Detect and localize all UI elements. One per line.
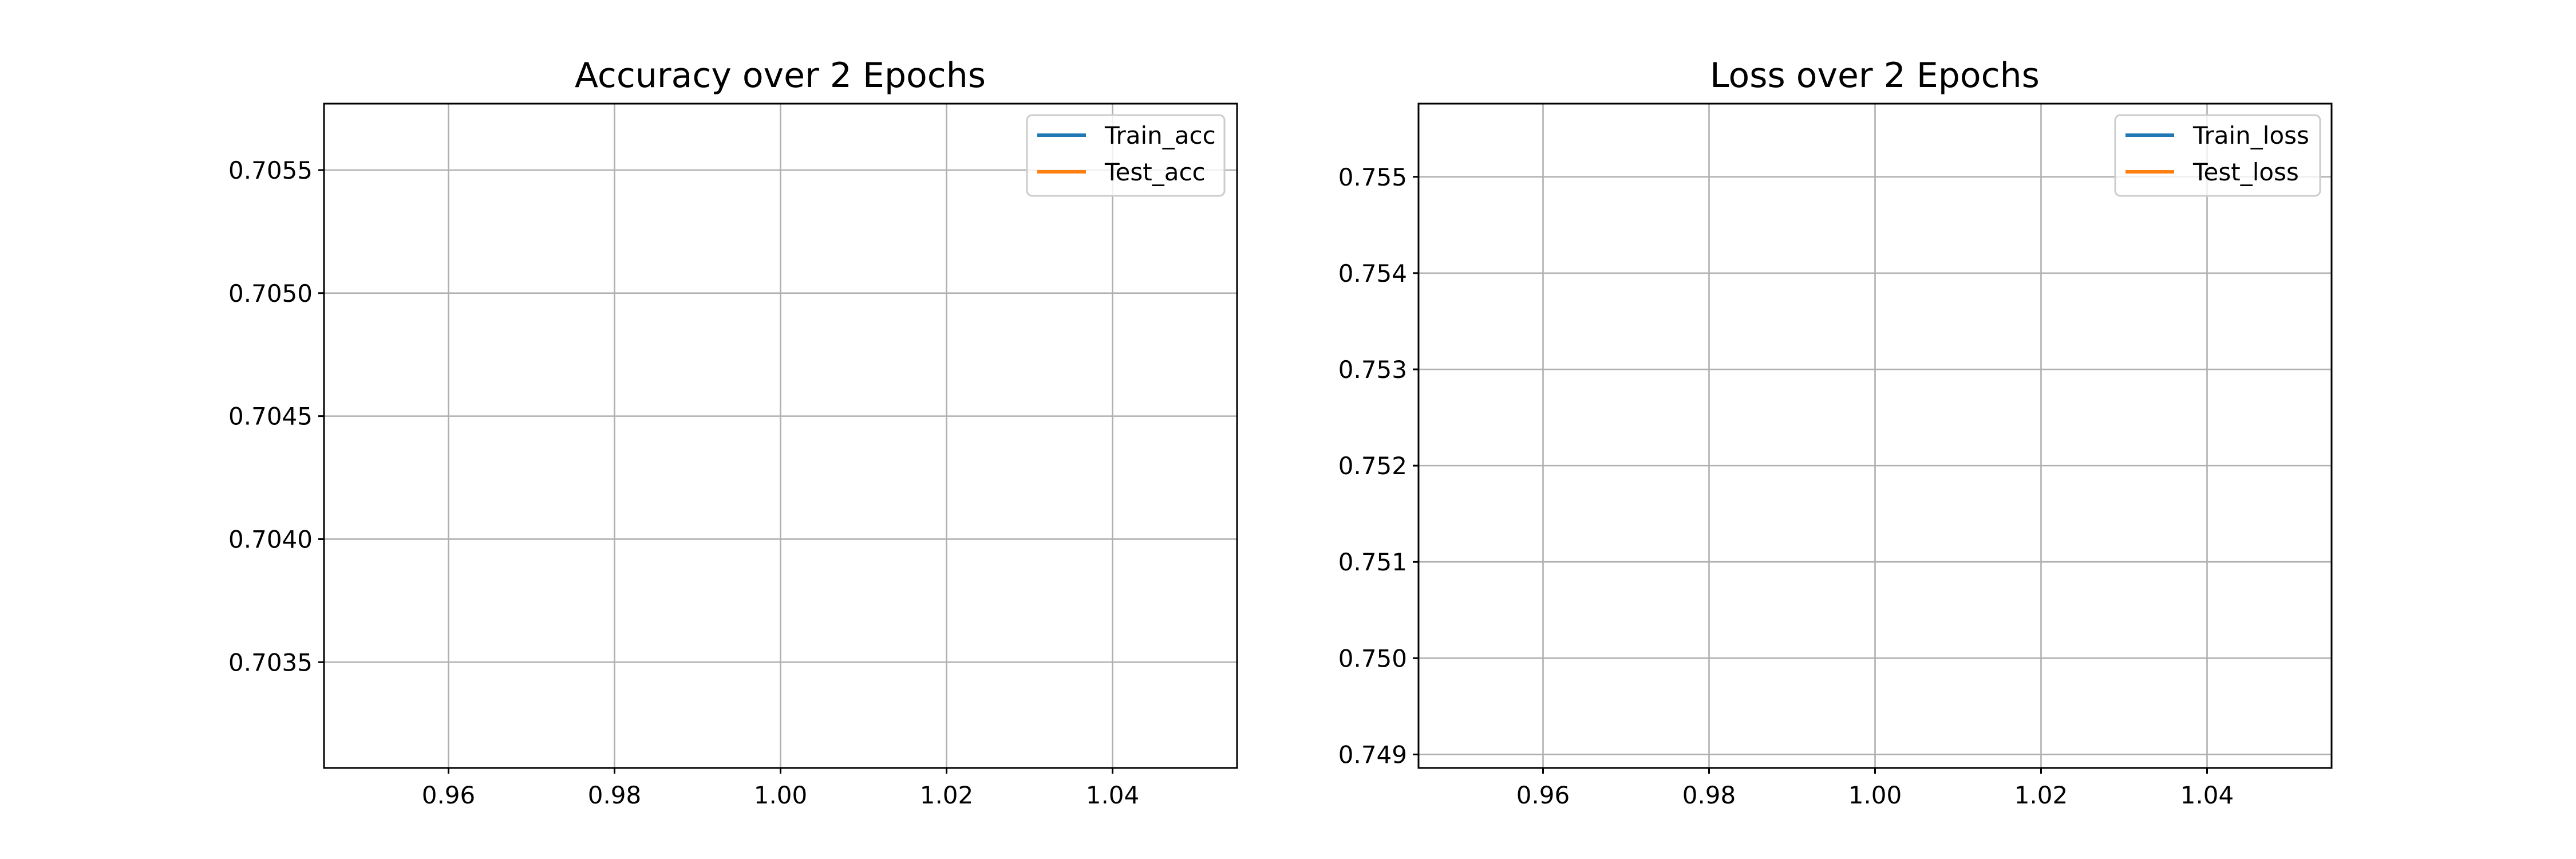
legend-label-train-acc: Train_acc bbox=[1104, 121, 1216, 149]
accuracy-y-tick-label: 0.7040 bbox=[228, 525, 313, 553]
loss-y-ticks: 0.749 0.750 0.751 0.752 0.753 0.754 0.755 bbox=[1338, 163, 1419, 769]
loss-y-tick-label: 0.749 bbox=[1338, 740, 1407, 769]
loss-y-tick-label: 0.753 bbox=[1338, 356, 1407, 384]
loss-y-tick-label: 0.754 bbox=[1338, 259, 1407, 287]
loss-chart-title: Loss over 2 Epochs bbox=[1710, 56, 2040, 96]
loss-y-tick-label: 0.751 bbox=[1338, 548, 1407, 576]
legend-label-test-acc: Test_acc bbox=[1104, 158, 1206, 186]
accuracy-x-tick-label: 0.98 bbox=[588, 781, 642, 809]
loss-x-tick-label: 1.02 bbox=[2014, 781, 2068, 809]
accuracy-gridlines bbox=[324, 104, 1237, 768]
loss-x-tick-label: 1.04 bbox=[2180, 781, 2234, 809]
loss-x-tick-label: 0.96 bbox=[1516, 781, 1570, 809]
accuracy-y-tick-label: 0.7035 bbox=[228, 648, 313, 676]
loss-x-ticks: 0.96 0.98 1.00 1.02 1.04 bbox=[1516, 768, 2234, 809]
accuracy-x-tick-label: 1.02 bbox=[920, 781, 974, 809]
loss-legend: Train_loss Test_loss bbox=[2114, 114, 2321, 197]
loss-y-tick-label: 0.755 bbox=[1338, 163, 1407, 191]
loss-y-tick-label: 0.750 bbox=[1338, 644, 1407, 672]
accuracy-x-tick-label: 1.04 bbox=[1086, 781, 1140, 809]
accuracy-legend: Train_acc Test_acc bbox=[1026, 114, 1226, 197]
accuracy-y-tick-label: 0.7055 bbox=[228, 156, 313, 184]
accuracy-chart-title: Accuracy over 2 Epochs bbox=[575, 56, 986, 96]
accuracy-y-tick-label: 0.7045 bbox=[228, 403, 313, 431]
accuracy-y-ticks: 0.7035 0.7040 0.7045 0.7050 0.7055 bbox=[228, 156, 324, 676]
accuracy-chart: 0.96 0.98 1.00 1.02 1.04 0.70350.70400.70450… bbox=[228, 56, 1238, 809]
accuracy-x-tick-label: 0.96 bbox=[422, 781, 476, 809]
accuracy-y-tick-label: 0.7050 bbox=[228, 279, 313, 308]
loss-y-tick-label: 0.752 bbox=[1338, 452, 1407, 480]
loss-chart: 0.96 0.98 1.00 1.02 1.04 0.749 0.750 0.751 0.75… bbox=[1338, 56, 2333, 809]
legend-label-test-loss: Test_loss bbox=[2192, 158, 2299, 186]
loss-x-tick-label: 1.00 bbox=[1848, 781, 1902, 809]
accuracy-x-ticks: 0.96 0.98 1.00 1.02 1.04 bbox=[422, 768, 1140, 809]
loss-x-tick-label: 0.98 bbox=[1682, 781, 1736, 809]
legend-label-train-loss: Train_loss bbox=[2192, 121, 2309, 149]
accuracy-x-tick-label: 1.00 bbox=[754, 781, 808, 809]
